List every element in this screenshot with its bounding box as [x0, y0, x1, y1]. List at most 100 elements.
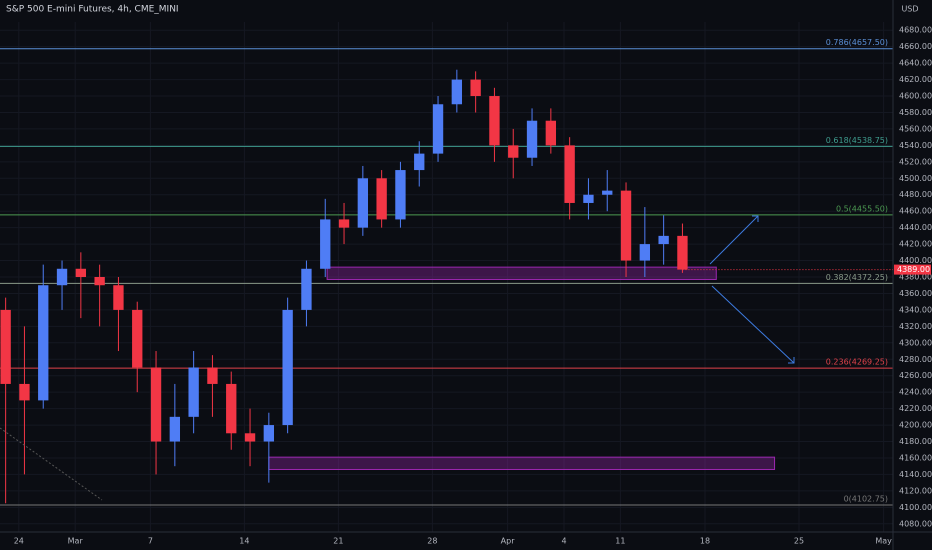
candle-body: [564, 145, 575, 203]
arrow-head: [752, 215, 759, 222]
candle-body: [583, 194, 594, 203]
axes: 4080.004100.004120.004140.004160.004180.…: [14, 26, 932, 546]
x-tick-label: 25: [794, 537, 804, 546]
candle-body: [620, 190, 632, 261]
x-tick-label: 18: [700, 537, 710, 546]
candle-body: [677, 235, 688, 270]
y-tick-label: 4520.00: [899, 157, 932, 166]
y-tick-label: 4300.00: [899, 338, 932, 347]
y-tick-label: 4140.00: [899, 470, 932, 479]
candle-body: [320, 219, 331, 269]
y-tick-label: 4100.00: [899, 503, 932, 512]
y-axis-panel: [893, 0, 932, 550]
candle-body: [432, 104, 444, 154]
fib-label: 0.236(4269.25): [826, 358, 888, 367]
candle-body: [357, 178, 369, 228]
last-price-badge: [894, 264, 931, 275]
fib-label: 0.618(4538.75): [826, 136, 888, 145]
x-tick-label: 14: [239, 537, 249, 546]
y-tick-label: 4160.00: [899, 453, 932, 462]
y-tick-label: 4220.00: [899, 404, 932, 413]
candle-body: [75, 268, 87, 277]
candle-body: [602, 190, 613, 195]
y-tick-label: 4280.00: [899, 355, 932, 364]
x-tick-label: 21: [333, 537, 343, 546]
fib-label: 0.382(4372.25): [826, 273, 888, 282]
candle-body: [451, 79, 463, 105]
candle-body: [508, 145, 519, 158]
trend-line: [0, 427, 103, 501]
arrow-head: [788, 357, 795, 364]
candle-body: [526, 120, 538, 158]
candle-body: [19, 383, 30, 401]
candle-body: [282, 309, 293, 426]
y-tick-label: 4660.00: [899, 42, 932, 51]
candle-body: [94, 277, 105, 286]
x-tick-label: 28: [427, 537, 437, 546]
y-tick-label: 4340.00: [899, 305, 932, 314]
candle-body: [150, 367, 162, 442]
fib-label: 0.786(4657.50): [826, 38, 888, 47]
x-tick-label: 24: [14, 537, 24, 546]
y-tick-label: 4200.00: [899, 421, 932, 430]
candle-body: [132, 309, 143, 368]
candle-body: [545, 120, 557, 146]
arrow-down: [711, 285, 795, 364]
fib-label: 0(4102.75): [844, 495, 888, 504]
y-tick-label: 4580.00: [899, 108, 932, 117]
candle-body: [414, 153, 425, 171]
candle-body: [376, 178, 387, 220]
y-tick-label: 4120.00: [899, 486, 932, 495]
y-tick-label: 4560.00: [899, 124, 932, 133]
y-tick-label: 4180.00: [899, 437, 932, 446]
y-tick-label: 4680.00: [899, 26, 932, 35]
candle-body: [169, 416, 181, 442]
candle-body: [395, 170, 406, 220]
candle-body: [470, 79, 481, 97]
candle-body: [56, 268, 68, 286]
y-tick-label: 4400.00: [899, 256, 932, 265]
y-tick-label: 4500.00: [899, 174, 932, 183]
candle-body: [188, 367, 199, 417]
y-tick-label: 4460.00: [899, 207, 932, 216]
y-tick-label: 4380.00: [899, 273, 932, 282]
y-tick-label: 4360.00: [899, 289, 932, 298]
arrow-up: [709, 215, 759, 265]
y-tick-label: 4080.00: [899, 519, 932, 528]
chart-title: S&P 500 E-mini Futures, 4h, CME_MINI: [6, 5, 179, 15]
y-tick-label: 4640.00: [899, 59, 932, 68]
y-tick-label: 4620.00: [899, 75, 932, 84]
y-tick-label: 4320.00: [899, 322, 932, 331]
candle-body: [639, 244, 651, 261]
x-tick-label: Mar: [68, 537, 84, 546]
candle-body: [263, 425, 275, 442]
candle-body: [38, 285, 49, 401]
candle-body: [301, 268, 312, 310]
candle-body: [658, 235, 669, 245]
x-tick-label: 4: [561, 537, 566, 546]
last-price-label: 4389.00: [897, 265, 930, 274]
candle-body: [226, 383, 237, 434]
currency: USD: [901, 5, 918, 14]
candle-body: [489, 96, 500, 146]
x-tick-label: Apr: [501, 537, 516, 546]
y-tick-label: 4540.00: [899, 141, 932, 150]
y-tick-label: 4260.00: [899, 371, 932, 380]
zone: [268, 456, 776, 470]
y-tick-label: 4440.00: [899, 223, 932, 232]
candle-body: [244, 433, 256, 442]
x-tick-label: 11: [615, 537, 625, 546]
y-tick-label: 4600.00: [899, 92, 932, 101]
zone: [326, 266, 717, 280]
y-tick-label: 4420.00: [899, 240, 932, 249]
candle-body: [338, 219, 350, 228]
fib-label: 0.5(4455.50): [836, 204, 888, 213]
candle-body: [0, 309, 11, 384]
candle-body: [113, 285, 124, 310]
y-tick-label: 4240.00: [899, 388, 932, 397]
y-tick-label: 4480.00: [899, 190, 932, 199]
plot: 0.786(4657.50) 0.618(4538.75) 0.5(4455.50)…: [0, 38, 893, 506]
grid: [0, 22, 893, 532]
candle-body: [207, 367, 218, 384]
